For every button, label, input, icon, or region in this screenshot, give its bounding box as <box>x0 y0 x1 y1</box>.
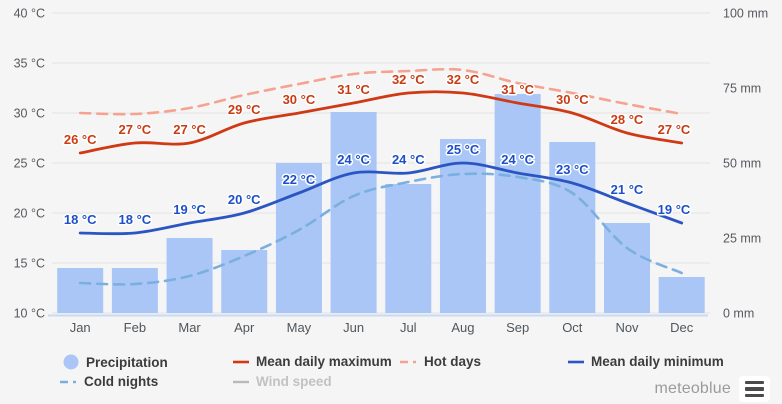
hamburger-bar <box>745 380 764 385</box>
point-label: 29 °C <box>228 102 261 117</box>
precip-tick-label: 25 mm <box>723 232 761 246</box>
point-label: 32 °C <box>447 72 480 87</box>
chart-legend: Precipitation Mean daily maximum Hot day… <box>0 347 782 391</box>
legend-item-hot-days[interactable]: Hot days <box>400 354 481 369</box>
temp-tick-label: 35 °C <box>14 57 45 71</box>
min-temp-labels: 18 °C 18 °C 19 °C 20 °C 22 °C 24 °C 24 °C 25 °C… <box>62 141 692 229</box>
month-label-nov: Nov <box>615 320 639 335</box>
mean-daily-minimum-line <box>78 161 684 236</box>
legend-item-mean-daily-minimum[interactable]: Mean daily minimum <box>568 354 724 369</box>
month-label-feb: Feb <box>124 320 146 335</box>
point-label: 22 °C <box>283 172 316 187</box>
precipitation-bar-jun <box>330 112 377 313</box>
precip-tick-label: 75 mm <box>723 82 761 96</box>
point-label: 19 °C <box>658 202 691 217</box>
point-label: 21 °C <box>611 182 644 197</box>
hamburger-menu-button[interactable] <box>739 376 770 402</box>
wind-speed-swatch-icon <box>233 380 249 383</box>
temp-tick-label: 15 °C <box>14 257 45 271</box>
legend-item-precipitation[interactable]: Precipitation <box>63 354 168 370</box>
month-label-jan: Jan <box>70 320 91 335</box>
precipitation-bars <box>57 94 705 313</box>
point-label: 20 °C <box>228 192 261 207</box>
temp-tick-label: 30 °C <box>14 107 45 121</box>
cold-nights-swatch-icon <box>60 380 77 383</box>
legend-label: Wind speed <box>256 374 332 389</box>
legend-label: Mean daily minimum <box>591 354 724 369</box>
month-label-dec: Dec <box>670 320 694 335</box>
legend-item-cold-nights[interactable]: Cold nights <box>60 374 158 389</box>
legend-label: Precipitation <box>86 354 168 370</box>
point-label: 31 °C <box>337 82 370 97</box>
climate-chart-canvas: 26 °C 27 °C 27 °C 29 °C 30 °C 31 °C 32 °C 32 °C… <box>14 7 769 336</box>
temp-tick-label: 25 °C <box>14 157 45 171</box>
precipitation-bar-sep <box>494 94 541 313</box>
temp-gridlines <box>52 12 710 314</box>
point-label: 30 °C <box>283 92 316 107</box>
hamburger-bar <box>745 387 764 391</box>
precipitation-bar-oct <box>549 142 596 313</box>
precipitation-bar-aug <box>439 139 486 313</box>
month-label-oct: Oct <box>562 320 583 335</box>
min-line-swatch-icon <box>568 360 584 363</box>
hot-days-line <box>78 67 683 116</box>
precip-tick-label: 50 mm <box>723 157 761 171</box>
point-label: 23 °C <box>556 162 589 177</box>
legend-item-wind-speed[interactable]: Wind speed <box>233 374 332 389</box>
point-label: 25 °C <box>447 142 480 157</box>
precipitation-bar-nov <box>604 223 650 313</box>
point-label: 24 °C <box>501 152 534 167</box>
legend-label: Hot days <box>424 354 482 369</box>
point-label: 24 °C <box>392 152 425 167</box>
precipitation-bar-jul <box>385 184 432 313</box>
left-axis-labels: 40 °C 35 °C 30 °C 25 °C 20 °C 15 °C 10 °C <box>14 7 45 321</box>
point-label: 18 °C <box>64 212 97 227</box>
precipitation-swatch-icon <box>63 354 79 370</box>
legend-label: Cold nights <box>84 374 159 389</box>
month-labels: Jan Feb Mar Apr May Jun Jul Aug Sep Oct Nov Dec <box>70 320 694 335</box>
precip-tick-label: 0 mm <box>723 307 754 321</box>
max-temp-labels: 26 °C 27 °C 27 °C 29 °C 30 °C 31 °C 32 °C 32 °C… <box>62 71 692 149</box>
point-label: 31 °C <box>501 82 534 97</box>
legend-label: Mean daily maximum <box>256 354 392 369</box>
precipitation-bar-feb <box>111 268 158 313</box>
point-label: 24 °C <box>337 152 370 167</box>
month-label-jun: Jun <box>343 320 364 335</box>
month-label-may: May <box>287 320 312 335</box>
meteoblue-logo[interactable]: meteoblue <box>654 380 731 397</box>
point-label: 18 °C <box>119 212 152 227</box>
month-label-apr: Apr <box>234 320 255 335</box>
point-label: 27 °C <box>119 122 152 137</box>
precipitation-bar-dec <box>658 277 705 313</box>
hamburger-bar <box>745 393 764 398</box>
point-label: 26 °C <box>64 132 97 147</box>
precipitation-bar-apr <box>221 250 268 313</box>
point-label: 19 °C <box>173 202 206 217</box>
precip-tick-label: 100 mm <box>723 7 768 21</box>
point-label: 27 °C <box>658 122 691 137</box>
precipitation-bar-jan <box>57 268 104 313</box>
cold-nights-line <box>78 172 683 286</box>
month-label-sep: Sep <box>506 320 529 335</box>
footer: meteoblue <box>654 376 770 402</box>
point-label: 27 °C <box>173 122 206 137</box>
point-label: 32 °C <box>392 72 425 87</box>
mean-daily-maximum-line <box>78 90 684 155</box>
temp-tick-label: 10 °C <box>14 307 45 321</box>
max-line-swatch-icon <box>233 360 249 363</box>
hot-days-swatch-icon <box>400 360 417 363</box>
point-label: 30 °C <box>556 92 589 107</box>
month-label-aug: Aug <box>451 320 474 335</box>
legend-item-mean-daily-maximum[interactable]: Mean daily maximum <box>233 354 392 369</box>
temp-tick-label: 20 °C <box>14 207 45 221</box>
temp-tick-label: 40 °C <box>14 7 45 21</box>
month-label-mar: Mar <box>178 320 201 335</box>
month-label-jul: Jul <box>400 320 417 335</box>
right-axis-labels: 100 mm 75 mm 50 mm 25 mm 0 mm <box>723 7 768 321</box>
point-label: 28 °C <box>611 112 644 127</box>
